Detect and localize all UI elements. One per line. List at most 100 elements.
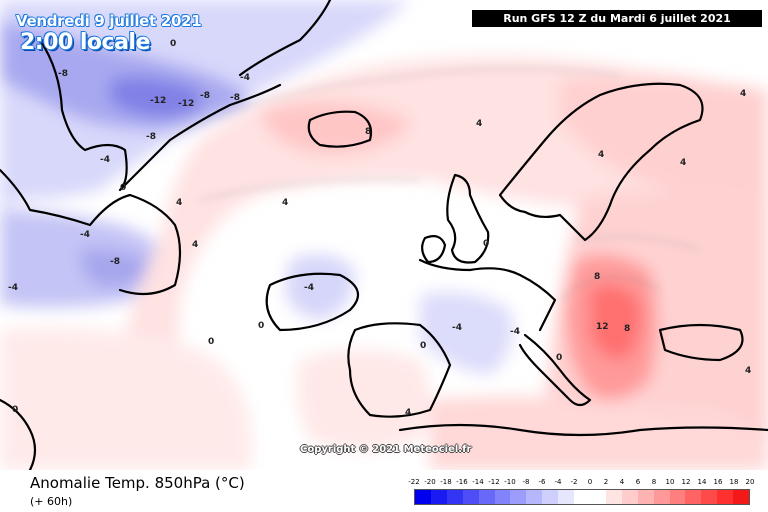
legend-tick-label: 0 bbox=[587, 478, 593, 486]
contour-label: 4 bbox=[598, 150, 604, 160]
contour-label: 4 bbox=[192, 240, 198, 250]
legend-swatch bbox=[653, 490, 670, 504]
legend-tick-label: 8 bbox=[651, 478, 657, 486]
legend-swatch bbox=[526, 490, 543, 504]
legend-tick-label: 6 bbox=[635, 478, 641, 486]
color-scale-legend bbox=[414, 489, 750, 505]
legend-swatch bbox=[637, 490, 654, 504]
contour-label: -4 bbox=[304, 283, 314, 293]
coast-new-fund bbox=[0, 398, 37, 470]
legend-tick-labels: -22 -20 -18 -16 -14 -12 -10 -8 -6 -4 -2 0 2 4 6 8 10 12 14… bbox=[408, 478, 754, 487]
contour-label: -4 bbox=[100, 155, 110, 165]
coast-europe-west bbox=[418, 258, 557, 332]
warm-anomaly-africa bbox=[430, 396, 768, 470]
legend-swatch bbox=[415, 490, 431, 504]
coast-atlantic-south bbox=[265, 272, 360, 332]
legend-swatch bbox=[462, 490, 479, 504]
contour-label: 4 bbox=[176, 198, 182, 208]
legend-swatch bbox=[685, 490, 702, 504]
legend-tick-label: -14 bbox=[472, 478, 484, 486]
contour-label: -4 bbox=[240, 73, 250, 83]
legend-tick-label: 12 bbox=[681, 478, 691, 486]
legend-swatch bbox=[717, 490, 734, 504]
legend-swatch bbox=[510, 490, 527, 504]
legend-tick-label: -8 bbox=[522, 478, 530, 486]
contour-label: 4 bbox=[680, 158, 686, 168]
legend-tick-label: -20 bbox=[424, 478, 436, 486]
coastlines bbox=[0, 0, 768, 470]
contour-label: 8 bbox=[365, 127, 371, 137]
legend-tick-label: -6 bbox=[538, 478, 546, 486]
variable-title: Anomalie Temp. 850hPa (°C) bbox=[30, 474, 245, 492]
contour-label: -8 bbox=[200, 91, 210, 101]
contour-label: -12 bbox=[178, 99, 194, 109]
legend-tick-label: 4 bbox=[619, 478, 625, 486]
legend-swatch bbox=[430, 490, 447, 504]
footer-bar: Anomalie Temp. 850hPa (°C) (+ 60h) -2 2 -2… bbox=[0, 470, 768, 512]
legend-swatch bbox=[589, 490, 606, 504]
warm-anomaly-balkans-core bbox=[590, 284, 641, 360]
legend-tick-label: -10 bbox=[504, 478, 516, 486]
legend-tick-label: -16 bbox=[456, 478, 468, 486]
legend-tick-label: 16 bbox=[713, 478, 723, 486]
legend-swatch bbox=[621, 490, 638, 504]
contour-label: 4 bbox=[282, 198, 288, 208]
contour-label: 12 bbox=[596, 322, 609, 332]
legend-swatch bbox=[478, 490, 495, 504]
run-banner: Run GFS 12 Z du Mardi 6 juillet 2021 bbox=[472, 10, 762, 27]
legend-swatch bbox=[733, 490, 750, 504]
coast-baffin bbox=[0, 168, 182, 296]
legend-swatch bbox=[558, 490, 575, 504]
contour-label: 0 bbox=[556, 353, 562, 363]
legend-tick-label: 20 bbox=[745, 478, 755, 486]
legend-tick-label: -2 bbox=[570, 478, 578, 486]
coast-scandinavia bbox=[498, 82, 704, 242]
legend-swatch bbox=[701, 490, 718, 504]
contour-label: 4 bbox=[740, 89, 746, 99]
legend-tick-label: -18 bbox=[440, 478, 452, 486]
legend-tick-label: 10 bbox=[665, 478, 675, 486]
coast-black-sea bbox=[658, 323, 744, 362]
contour-label: -4 bbox=[8, 283, 18, 293]
coast-greenland bbox=[38, 38, 282, 192]
legend-tick-label: 14 bbox=[697, 478, 707, 486]
contour-label: 0 bbox=[170, 39, 176, 49]
lead-time: (+ 60h) bbox=[30, 495, 73, 508]
legend-swatch bbox=[574, 490, 590, 504]
contour-label: 4 bbox=[745, 366, 751, 376]
legend-swatch bbox=[494, 490, 511, 504]
copyright-notice: Copyright © 2021 Meteociel.fr bbox=[300, 444, 472, 455]
legend-swatch bbox=[605, 490, 622, 504]
contour-label: 4 bbox=[476, 119, 482, 129]
contour-label: 4 bbox=[405, 408, 411, 418]
legend-tick-label: 2 bbox=[603, 478, 609, 486]
contour-label: 8 bbox=[594, 272, 600, 282]
contour-label: -4 bbox=[452, 323, 462, 333]
warm-anomaly-south-atlantic bbox=[0, 327, 252, 470]
coast-britain bbox=[446, 173, 490, 264]
coast-iceland bbox=[307, 110, 373, 148]
valid-time: 2:00 locale bbox=[20, 30, 150, 55]
isotherm-contours bbox=[169, 68, 701, 301]
valid-date: Vendredi 9 juillet 2021 bbox=[16, 12, 202, 30]
contour-label: -4 bbox=[510, 327, 520, 337]
cold-anomaly-atlantic-core bbox=[80, 248, 150, 288]
contour-label: -8 bbox=[146, 132, 156, 142]
legend-swatch bbox=[669, 490, 686, 504]
contour-label: 0 bbox=[12, 405, 18, 415]
contour-label: -8 bbox=[58, 69, 68, 79]
contour-label: -8 bbox=[110, 257, 120, 267]
warm-anomaly-iberia bbox=[296, 350, 430, 450]
contour-label: -8 bbox=[230, 93, 240, 103]
contour-label: 0 bbox=[120, 183, 126, 193]
anomaly-map: -12 -12 -8 -8 -8 -8 -8 -4 -4 -4 -4 -4 -4… bbox=[0, 0, 768, 470]
contour-label: 0 bbox=[420, 341, 426, 351]
legend-swatch bbox=[542, 490, 559, 504]
coast-greenland-north bbox=[238, 0, 332, 77]
isotherm-labels: -12 -12 -8 -8 -8 -8 -8 -4 -4 -4 -4 -4 -4… bbox=[8, 39, 751, 418]
contour-label: 0 bbox=[258, 321, 264, 331]
cold-anomaly-greenland-min bbox=[110, 76, 202, 118]
coast-ireland bbox=[421, 235, 447, 264]
contour-label: 8 bbox=[624, 324, 630, 334]
legend-tick-label: 18 bbox=[729, 478, 739, 486]
